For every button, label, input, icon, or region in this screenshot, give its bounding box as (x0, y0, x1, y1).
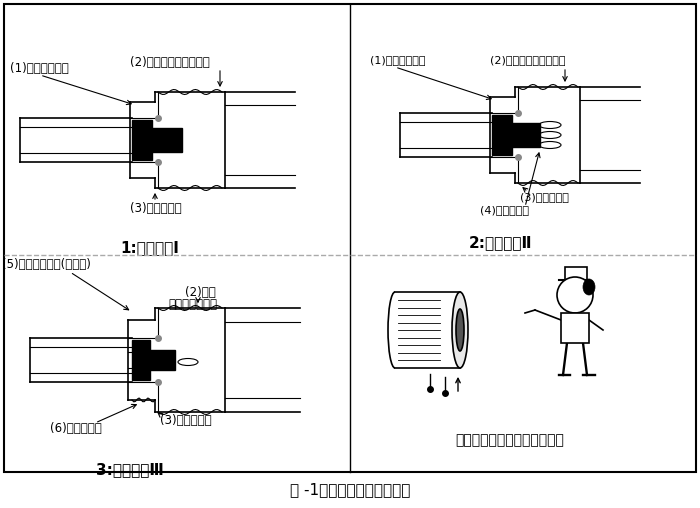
Ellipse shape (456, 309, 464, 351)
Text: (3)ねじ込み跡: (3)ねじ込み跡 (160, 414, 211, 427)
Text: ライニング鋼管: ライニング鋼管 (168, 299, 217, 311)
Text: (1)管端防食コア: (1)管端防食コア (10, 61, 69, 75)
Text: コアがないと管端が腐食する: コアがないと管端が腐食する (456, 433, 564, 447)
Text: (3)ねじ込み跡: (3)ねじ込み跡 (520, 192, 569, 202)
Bar (150, 350, 175, 370)
Text: 図 -1　管端防食継手の一例: 図 -1 管端防食継手の一例 (290, 483, 410, 497)
Text: 3:コア内蔵Ⅲ: 3:コア内蔵Ⅲ (96, 462, 164, 478)
Circle shape (557, 277, 593, 313)
Bar (565, 267, 587, 281)
Bar (132, 340, 150, 380)
Ellipse shape (452, 292, 468, 368)
Text: (3)ねじ込み跡: (3)ねじ込み跡 (130, 202, 181, 214)
Text: (1)管端防食コア: (1)管端防食コア (370, 55, 426, 65)
Bar (152, 128, 182, 152)
Text: (2)塩ビライニング鋼管: (2)塩ビライニング鋼管 (490, 55, 566, 65)
Bar (512, 123, 540, 147)
Bar (561, 313, 589, 343)
Ellipse shape (583, 279, 595, 295)
Text: 1:コア内蔵Ⅰ: 1:コア内蔵Ⅰ (120, 240, 179, 256)
Text: (2)塩ビライニング鋼管: (2)塩ビライニング鋼管 (130, 55, 210, 69)
Bar (492, 115, 512, 155)
Text: (6)ゴムリング: (6)ゴムリング (50, 422, 102, 434)
Text: (5)管端防食コア(可動式): (5)管端防食コア(可動式) (2, 259, 91, 271)
Text: (2)塩ビ: (2)塩ビ (185, 285, 216, 299)
Text: 2:コア内蔵Ⅱ: 2:コア内蔵Ⅱ (468, 236, 532, 250)
Bar (132, 120, 152, 160)
Text: (4)コアリング: (4)コアリング (480, 205, 529, 215)
